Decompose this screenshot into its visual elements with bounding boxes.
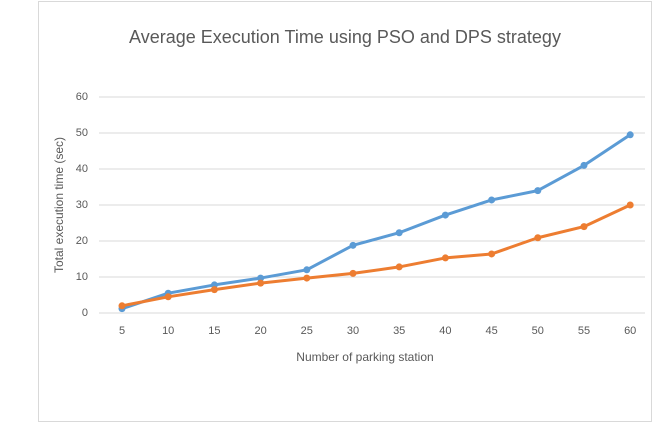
series-line (121, 203, 631, 308)
data-point (118, 302, 126, 310)
chart-title: Average Execution Time using PSO and DPS… (129, 27, 561, 47)
data-point (534, 187, 542, 195)
data-point (303, 274, 311, 282)
x-tick-label: 25 (301, 325, 313, 337)
x-tick-label: 40 (439, 325, 451, 337)
x-tick-label: 5 (119, 325, 125, 337)
y-tick-label: 40 (76, 163, 88, 175)
x-axis-title: Number of parking station (296, 350, 433, 364)
x-tick-label: 30 (347, 325, 359, 337)
data-point (580, 161, 588, 169)
x-tick-label: 55 (578, 325, 590, 337)
data-point (210, 286, 218, 294)
data-point (395, 263, 403, 271)
data-point (395, 229, 403, 237)
data-point (164, 293, 172, 301)
data-point (488, 250, 496, 258)
data-point (349, 269, 357, 277)
series-line (121, 133, 632, 311)
x-tick-label: 50 (532, 325, 544, 337)
y-tick-label: 0 (82, 307, 88, 319)
data-point (626, 131, 634, 139)
data-point (534, 234, 542, 242)
chart-border (38, 1, 652, 422)
data-point (257, 274, 265, 282)
data-point (257, 279, 265, 287)
y-tick-label: 50 (76, 127, 88, 139)
y-tick-label: 20 (76, 235, 88, 247)
x-tick-label: 35 (393, 325, 405, 337)
x-tick-label: 15 (208, 325, 220, 337)
y-tick-label: 60 (76, 91, 88, 103)
x-tick-label: 45 (485, 325, 497, 337)
y-tick-label: 10 (76, 271, 88, 283)
x-tick-label: 60 (624, 325, 636, 337)
data-point (626, 201, 634, 209)
data-point (488, 196, 496, 204)
y-tick-label: 30 (76, 199, 88, 211)
data-point (441, 254, 449, 262)
x-tick-label: 10 (162, 325, 174, 337)
data-point (441, 211, 449, 219)
x-tick-label: 20 (254, 325, 266, 337)
data-point (303, 266, 311, 274)
data-point (349, 241, 357, 249)
data-point (580, 223, 588, 231)
y-axis-title: Total execution time (sec) (52, 137, 66, 273)
